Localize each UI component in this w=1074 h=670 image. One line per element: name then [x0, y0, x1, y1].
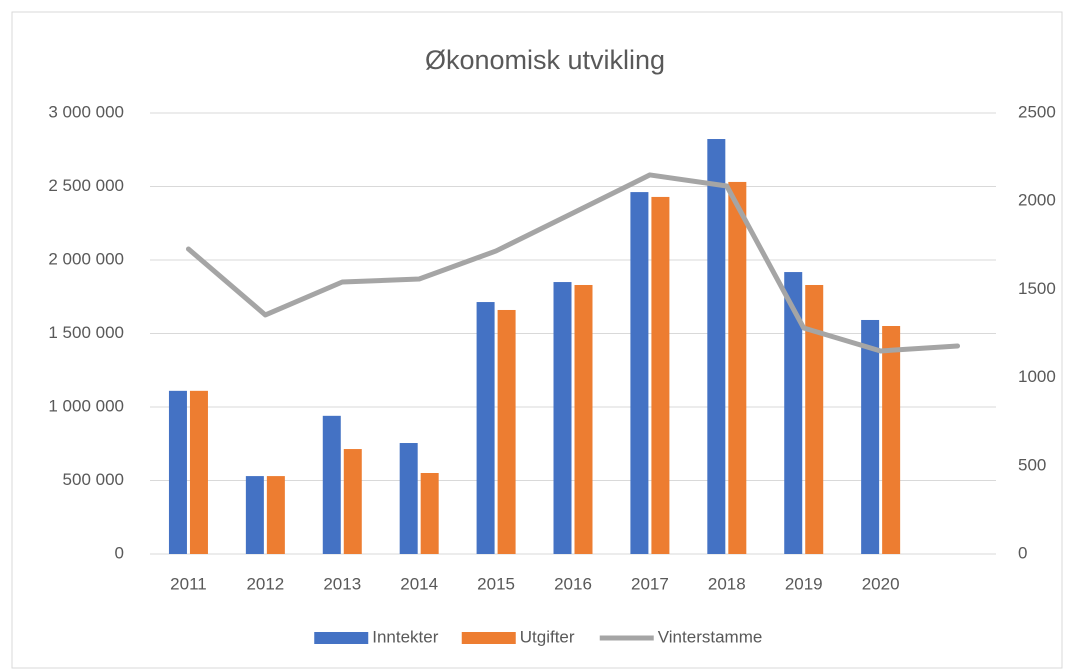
bar: [553, 282, 572, 554]
y-tick-label: 2 000 000: [48, 249, 124, 268]
x-tick-label: 2016: [554, 574, 592, 593]
y-tick-label: 1 000 000: [48, 396, 124, 415]
line: [185, 172, 961, 354]
bar: [882, 326, 901, 554]
bar: [420, 473, 439, 554]
chart-title: Økonomisk utvikling: [425, 45, 665, 75]
bar: [266, 476, 285, 554]
y-tick-label: 1 500 000: [48, 323, 124, 342]
legend-label: Inntekter: [372, 627, 438, 646]
x-tick-label: 2014: [400, 574, 438, 593]
bar: [630, 192, 649, 554]
bar: [861, 319, 880, 554]
bar: [399, 443, 418, 554]
legend-label: Vinterstamme: [658, 627, 763, 646]
y2-tick-label: 1000: [1018, 367, 1056, 386]
chart-border: [11, 11, 1063, 669]
bar: [322, 415, 341, 554]
bar: [728, 181, 747, 554]
x-tick-label: 2020: [862, 574, 900, 593]
bar: [651, 196, 670, 554]
x-tick-label: 2015: [477, 574, 515, 593]
y2-tick-label: 1500: [1018, 279, 1056, 298]
bar: [497, 309, 516, 554]
y2-tick-label: 2500: [1018, 102, 1056, 121]
bar: [784, 272, 803, 554]
y-tick-label: 0: [115, 543, 124, 562]
bar: [189, 390, 208, 554]
y-tick-label: 500 000: [63, 470, 124, 489]
bar: [707, 139, 726, 555]
bar: [245, 476, 264, 554]
legend-swatch: [461, 632, 516, 644]
x-tick-label: 2019: [785, 574, 823, 593]
y2-tick-label: 500: [1018, 455, 1046, 474]
x-tick-label: 2017: [631, 574, 669, 593]
bar: [168, 390, 187, 554]
y2-tick-label: 2000: [1018, 191, 1056, 210]
x-tick-label: 2012: [246, 574, 284, 593]
y-tick-label: 2 500 000: [48, 176, 124, 195]
bar: [805, 284, 824, 554]
x-tick-label: 2013: [323, 574, 361, 593]
bar: [574, 284, 593, 554]
x-tick-label: 2018: [708, 574, 746, 593]
legend-label: Utgifter: [520, 627, 575, 646]
legend-swatch: [314, 632, 369, 644]
bar: [343, 449, 362, 554]
y2-tick-label: 0: [1018, 543, 1027, 562]
x-tick-label: 2011: [170, 574, 207, 593]
bar: [476, 302, 495, 554]
y-tick-label: 3 000 000: [48, 102, 124, 121]
